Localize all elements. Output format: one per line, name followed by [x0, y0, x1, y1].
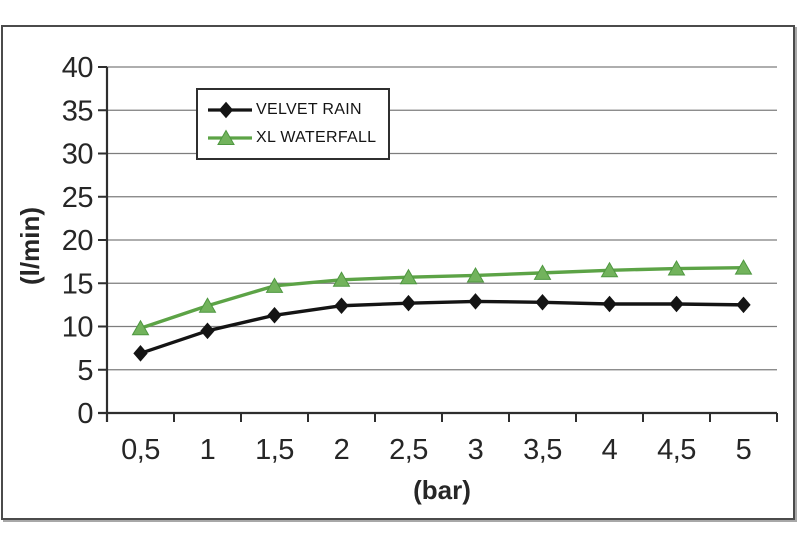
legend-marker-glyph: [217, 129, 235, 145]
marker-xl-waterfall: [667, 260, 686, 276]
marker-velvet-rain: [468, 293, 483, 310]
marker-velvet-rain: [736, 296, 751, 314]
marker-xl-waterfall: [466, 266, 485, 283]
marker-velvet-rain: [133, 345, 148, 362]
y-tick-label: 35: [62, 95, 93, 127]
marker-velvet-rain: [669, 295, 684, 313]
chart-frame: 0 5 10 15 20 25 30 35 40 0,5 1 1,5 2 2,5 3 3,5 4 4,5 5 (l/m…: [1, 25, 795, 520]
marker-xl-waterfall: [198, 297, 217, 313]
x-tick-label: 3: [468, 434, 484, 466]
x-tick-label: 4: [602, 434, 618, 466]
x-tick-label: 2,5: [389, 434, 428, 466]
x-tick-label: 3,5: [523, 434, 562, 466]
marker-xl-waterfall: [533, 264, 552, 280]
legend-label-xl-waterfall: XL WATERFALL: [256, 129, 377, 146]
marker-xl-waterfall: [734, 259, 753, 275]
velvet-rain-line-marker-icon: [208, 101, 252, 119]
x-tick-label: 1,5: [255, 434, 294, 466]
chart-legend: VELVET RAIN XL WATERFALL: [196, 88, 391, 160]
x-tick-label: 5: [736, 434, 752, 466]
x-tick-label: 4,5: [657, 434, 696, 466]
marker-xl-waterfall: [399, 268, 418, 285]
marker-velvet-rain: [267, 306, 282, 324]
x-axis-title: (bar): [413, 475, 471, 505]
xl-waterfall-line-marker-icon: [208, 129, 252, 145]
series-line-xl-waterfall: [139, 265, 744, 330]
y-tick-label: 5: [77, 355, 93, 387]
marker-velvet-rain: [334, 297, 349, 315]
y-tick-label: 30: [62, 139, 93, 171]
marker-xl-waterfall: [131, 319, 150, 336]
legend-item-velvet-rain: VELVET RAIN: [206, 98, 376, 122]
y-tick-label: 25: [62, 182, 93, 214]
legend-item-xl-waterfall: XL WATERFALL: [206, 126, 376, 150]
x-tick-label: 2: [334, 434, 350, 466]
y-tick-label: 10: [62, 312, 93, 344]
y-tick-label: 15: [62, 268, 93, 300]
marker-velvet-rain: [535, 294, 550, 311]
marker-velvet-rain: [200, 322, 215, 340]
x-tick-label: 0,5: [121, 434, 160, 466]
marker-velvet-rain: [602, 295, 617, 313]
x-tick-label: 1: [200, 434, 216, 466]
marker-xl-waterfall: [600, 261, 619, 278]
y-tick-label: 0: [77, 398, 93, 430]
y-tick-label: 20: [62, 225, 93, 257]
flow-rate-chart: 0 5 10 15 20 25 30 35 40 0,5 1 1,5 2 2,5 3 3,5 4 4,5 5 (l/m…: [15, 52, 778, 505]
marker-xl-waterfall: [265, 277, 284, 293]
series-line-velvet-rain: [139, 299, 744, 355]
y-axis-title: (l/min): [15, 207, 45, 285]
marker-velvet-rain: [401, 294, 416, 312]
y-tick-label: 40: [62, 52, 93, 84]
marker-xl-waterfall: [332, 271, 351, 287]
legend-marker-glyph: [218, 101, 234, 119]
legend-label-velvet-rain: VELVET RAIN: [256, 101, 362, 118]
